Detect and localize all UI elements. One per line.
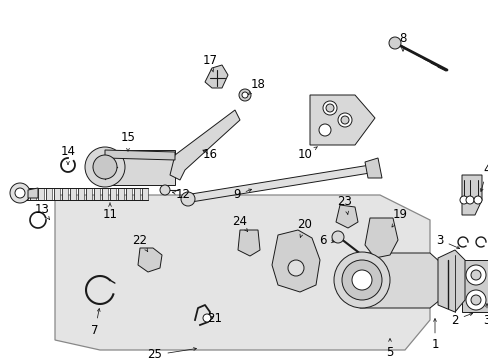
Circle shape [333, 252, 389, 308]
Text: 12: 12 [172, 189, 190, 202]
Text: 22: 22 [132, 234, 147, 252]
Polygon shape [105, 150, 175, 185]
Text: 5: 5 [386, 339, 393, 359]
Polygon shape [134, 188, 140, 200]
Circle shape [351, 270, 371, 290]
Text: 16: 16 [202, 148, 217, 162]
Text: 15: 15 [121, 131, 135, 151]
Polygon shape [118, 188, 124, 200]
Text: 14: 14 [61, 145, 75, 164]
Polygon shape [335, 205, 357, 228]
Polygon shape [271, 230, 319, 292]
Text: 18: 18 [248, 78, 265, 94]
Circle shape [287, 260, 304, 276]
Polygon shape [142, 188, 148, 200]
Circle shape [331, 231, 343, 243]
Polygon shape [46, 188, 52, 200]
Polygon shape [461, 260, 488, 312]
Circle shape [473, 196, 481, 204]
Circle shape [465, 196, 473, 204]
Polygon shape [30, 188, 36, 200]
Text: 21: 21 [207, 311, 222, 324]
Text: 4: 4 [479, 163, 488, 192]
Polygon shape [461, 175, 481, 215]
Text: 1: 1 [430, 319, 438, 351]
Circle shape [203, 314, 210, 322]
Text: 10: 10 [297, 147, 317, 162]
Circle shape [93, 155, 117, 179]
Polygon shape [364, 218, 397, 258]
Polygon shape [359, 253, 439, 308]
Circle shape [242, 92, 247, 98]
Text: 24: 24 [232, 216, 247, 231]
Polygon shape [105, 150, 175, 160]
Circle shape [239, 89, 250, 101]
Polygon shape [54, 188, 60, 200]
Text: 6: 6 [319, 234, 333, 247]
Circle shape [465, 290, 485, 310]
Polygon shape [78, 188, 84, 200]
Polygon shape [126, 188, 132, 200]
Circle shape [160, 185, 170, 195]
Polygon shape [110, 188, 116, 200]
Circle shape [465, 265, 485, 285]
Circle shape [323, 101, 336, 115]
Text: 2: 2 [450, 313, 471, 327]
Text: 17: 17 [202, 54, 217, 72]
Polygon shape [309, 95, 374, 145]
Polygon shape [138, 248, 162, 272]
Polygon shape [184, 165, 369, 203]
Circle shape [318, 124, 330, 136]
Text: 8: 8 [399, 31, 406, 51]
Circle shape [340, 116, 348, 124]
Circle shape [10, 183, 30, 203]
Text: 11: 11 [102, 203, 117, 221]
Text: 23: 23 [337, 195, 352, 214]
Polygon shape [62, 188, 68, 200]
Polygon shape [204, 65, 227, 88]
Text: 19: 19 [391, 208, 407, 227]
Text: 25: 25 [147, 348, 196, 360]
Circle shape [181, 192, 195, 206]
Polygon shape [86, 188, 92, 200]
Circle shape [388, 37, 400, 49]
Polygon shape [364, 158, 381, 178]
Polygon shape [94, 188, 100, 200]
Polygon shape [22, 188, 28, 200]
Circle shape [337, 113, 351, 127]
Polygon shape [170, 110, 240, 180]
Polygon shape [102, 188, 108, 200]
Text: 7: 7 [91, 309, 100, 337]
Circle shape [470, 295, 480, 305]
Polygon shape [70, 188, 76, 200]
Polygon shape [55, 195, 429, 350]
Circle shape [325, 104, 333, 112]
Polygon shape [238, 230, 260, 256]
Text: 13: 13 [35, 203, 49, 220]
Circle shape [470, 270, 480, 280]
Text: 20: 20 [297, 219, 312, 237]
Polygon shape [437, 250, 464, 312]
Text: 9: 9 [233, 189, 251, 202]
Circle shape [341, 260, 381, 300]
Circle shape [459, 196, 467, 204]
Text: 3: 3 [482, 303, 488, 327]
Text: 3: 3 [435, 234, 459, 249]
Polygon shape [38, 188, 44, 200]
Polygon shape [28, 188, 38, 198]
Circle shape [15, 188, 25, 198]
Circle shape [85, 147, 125, 187]
